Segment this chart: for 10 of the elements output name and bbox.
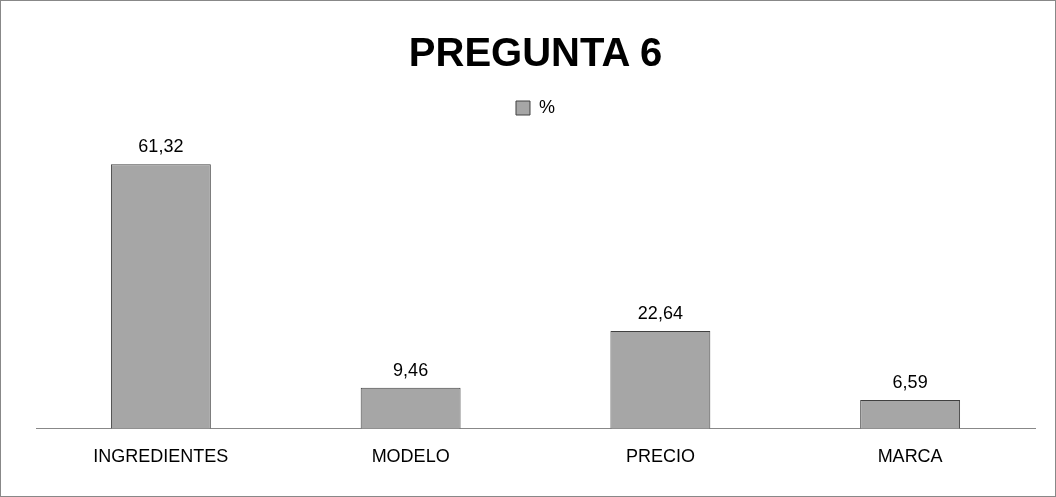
data-label: 61,32 (138, 136, 184, 157)
legend-label: % (539, 96, 556, 117)
x-tick-label: MODELO (371, 446, 450, 467)
x-tick-label: MARCA (877, 446, 943, 467)
x-tick-label: INGREDIENTES (93, 446, 229, 467)
data-label: 6,59 (892, 371, 928, 392)
x-tick-label: PRECIO (625, 446, 695, 467)
data-label: 22,64 (637, 302, 683, 323)
chart-title: PREGUNTA 6 (408, 30, 663, 75)
data-label: 9,46 (393, 359, 429, 380)
